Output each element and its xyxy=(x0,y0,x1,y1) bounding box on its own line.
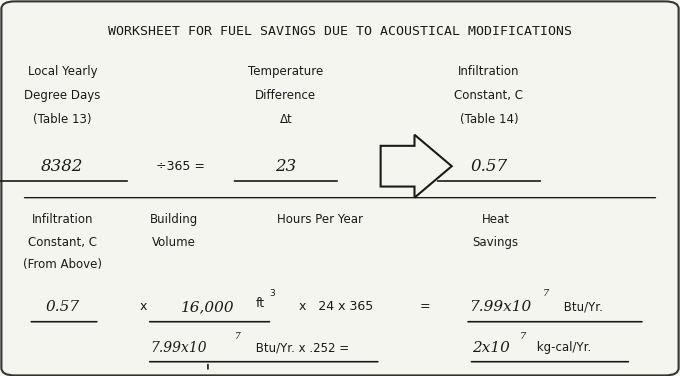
Text: (Table 13): (Table 13) xyxy=(33,114,92,126)
Polygon shape xyxy=(381,135,452,198)
Text: Difference: Difference xyxy=(255,89,316,102)
Text: 2x10: 2x10 xyxy=(472,341,510,355)
Text: Btu/Yr. x .252 =: Btu/Yr. x .252 = xyxy=(252,341,349,354)
Text: Degree Days: Degree Days xyxy=(24,89,101,102)
Text: WORKSHEET FOR FUEL SAVINGS DUE TO ACOUSTICAL MODIFICATIONS: WORKSHEET FOR FUEL SAVINGS DUE TO ACOUST… xyxy=(108,24,572,38)
Text: Hours Per Year: Hours Per Year xyxy=(277,214,362,226)
Text: 3: 3 xyxy=(269,290,275,299)
Text: 7.99x10: 7.99x10 xyxy=(150,341,207,355)
Text: x: x xyxy=(140,300,148,314)
Text: Savings: Savings xyxy=(473,236,519,249)
Text: 7.99x10: 7.99x10 xyxy=(469,300,531,314)
Text: kg-cal/Yr.: kg-cal/Yr. xyxy=(533,341,591,354)
Text: x   24 x 365: x 24 x 365 xyxy=(299,300,373,314)
Text: (From Above): (From Above) xyxy=(23,258,102,271)
Text: ft: ft xyxy=(256,297,265,310)
Text: Temperature: Temperature xyxy=(248,65,324,78)
Text: 7: 7 xyxy=(235,332,241,341)
Text: Constant, C: Constant, C xyxy=(454,89,524,102)
Text: Volume: Volume xyxy=(152,236,196,249)
Text: 7: 7 xyxy=(520,332,526,341)
Text: Building: Building xyxy=(150,214,198,226)
Text: ÷365 =: ÷365 = xyxy=(156,160,205,173)
Text: Constant, C: Constant, C xyxy=(28,236,97,249)
Text: Infiltration: Infiltration xyxy=(458,65,520,78)
Text: Δt: Δt xyxy=(279,114,292,126)
Text: Infiltration: Infiltration xyxy=(31,214,93,226)
Text: 0.57: 0.57 xyxy=(471,158,507,175)
Text: (Table 14): (Table 14) xyxy=(460,114,518,126)
Text: 0.57: 0.57 xyxy=(46,300,80,314)
Text: 8382: 8382 xyxy=(41,158,84,175)
Text: =: = xyxy=(420,300,430,314)
Text: Heat: Heat xyxy=(481,214,510,226)
Text: Local Yearly: Local Yearly xyxy=(27,65,97,78)
Text: 7: 7 xyxy=(543,290,549,299)
Text: 23: 23 xyxy=(275,158,296,175)
Text: 16,000: 16,000 xyxy=(181,300,235,314)
Text: Btu/Yr.: Btu/Yr. xyxy=(560,300,603,314)
